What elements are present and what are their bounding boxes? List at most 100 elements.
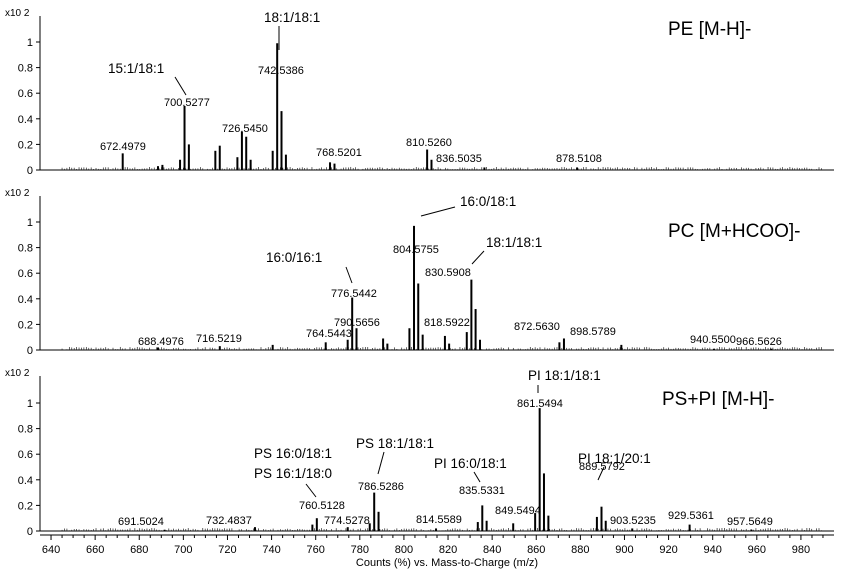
peak-label: 790.5656 [334, 317, 380, 329]
y-tick-label: 1 [27, 37, 33, 49]
lipid-annotation: 18:1/18:1 [486, 235, 542, 250]
x-tick-label: 680 [130, 544, 148, 556]
spectrum-panel-1: 0 0.2 0.4 0.6 0.8 1 x10 2 672.4979 700.5277 726.5… [5, 8, 834, 177]
x-tick-label: 700 [174, 544, 192, 556]
y-multiplier-label: x10 2 [5, 368, 30, 379]
panel-title: PS+PI [M-H]- [662, 389, 774, 410]
x-tick-label: 860 [527, 544, 545, 556]
x-tick-label: 760 [307, 544, 325, 556]
y-multiplier-label: x10 2 [5, 8, 30, 19]
peak-label: 726.5450 [222, 123, 268, 135]
peak-label: 742.5386 [258, 65, 304, 77]
panel-title: PC [M+HCOO]- [668, 221, 800, 242]
peak-label: 786.5286 [358, 481, 404, 493]
lipid-annotation: PS 18:1/18:1 [356, 436, 434, 451]
peak-label: 760.5128 [299, 500, 345, 512]
y-tick-label: 0.4 [18, 114, 33, 126]
y-tick-label: 0.2 [18, 139, 33, 151]
peak-label: 889.5792 [579, 461, 625, 473]
peak-label: 818.5922 [424, 317, 470, 329]
y-tick-label: 1 [27, 217, 33, 229]
annotation-leader [345, 266, 353, 284]
lipid-annotation: PS 16:0/18:1 [254, 446, 332, 461]
x-tick-label: 800 [395, 544, 413, 556]
y-tick-label: 0.6 [18, 268, 33, 280]
y-tick-label: 0.2 [18, 319, 33, 331]
peak-label: 776.5442 [331, 288, 377, 300]
spectrum-panel-3: 0 0.2 0.4 0.6 0.8 1 x10 2 691.5024 732.4837 760.5… [5, 368, 834, 538]
lipid-annotation: PI 16:0/18:1 [434, 456, 507, 471]
y-tick-label: 0 [27, 165, 33, 177]
y-tick-label: 0.6 [18, 449, 33, 461]
annotation-leader [471, 250, 485, 265]
peak-label: 872.5630 [514, 321, 560, 333]
annotation-leader [377, 451, 385, 475]
peak-label: 716.5219 [196, 333, 242, 345]
x-tick-label: 960 [748, 544, 766, 556]
lipid-annotation: PI 18:1/18:1 [528, 368, 601, 383]
peak-label: 688.4976 [138, 336, 184, 348]
peak-label: 732.4837 [206, 515, 252, 527]
peak-label: 700.5277 [164, 97, 210, 109]
peak-label: 861.5494 [517, 398, 563, 410]
lipid-annotation: 15:1/18:1 [108, 61, 164, 76]
x-axis: 640 660 680 700 720 740 760 780 800 820 840 860 880 9… [40, 534, 834, 569]
lipid-annotation: 16:0/18:1 [460, 194, 516, 209]
lipid-annotation: 18:1/18:1 [264, 10, 320, 25]
annotation-leader [473, 471, 481, 483]
spectrum-panel-2: 0 0.2 0.4 0.6 0.8 1 x10 2 688.4976 716.5219 764.5… [5, 188, 834, 357]
peak-label: 835.5331 [459, 485, 505, 497]
lipid-annotation: PI 18:1/20:1 [578, 451, 651, 466]
x-tick-label: 720 [218, 544, 236, 556]
x-axis-label: Counts (%) vs. Mass-to-Charge (m/z) [356, 557, 538, 569]
lipid-annotation: PS 16:1/18:0 [254, 466, 332, 481]
peak-label: 836.5035 [436, 153, 482, 165]
x-tick-label: 660 [86, 544, 104, 556]
y-tick-label: 0 [27, 345, 33, 357]
peak-label: 814.5589 [416, 514, 462, 526]
peak-label: 898.5789 [570, 326, 616, 338]
y-tick-label: 0.4 [18, 475, 33, 487]
y-tick-label: 0 [27, 526, 33, 538]
x-tick-label: 880 [571, 544, 589, 556]
panel-title: PE [M-H]- [668, 19, 751, 40]
peak-label: 768.5201 [316, 147, 362, 159]
peak-label: 764.5443 [306, 328, 352, 340]
peak-label: 774.5278 [324, 515, 370, 527]
x-tick-label: 940 [704, 544, 722, 556]
peak-label: 878.5108 [556, 153, 602, 165]
x-tick-label: 840 [483, 544, 501, 556]
peak-label: 929.5361 [668, 510, 714, 522]
y-tick-label: 0.8 [18, 243, 33, 255]
lipid-annotation: 16:0/16:1 [266, 250, 322, 265]
x-tick-label: 900 [615, 544, 633, 556]
x-tick-label: 780 [351, 544, 369, 556]
x-tick-label: 640 [42, 544, 60, 556]
peak-label: 957.5649 [727, 516, 773, 528]
peak-label: 810.5260 [406, 137, 452, 149]
y-multiplier-label: x10 2 [5, 188, 30, 199]
x-tick-label: 740 [262, 544, 280, 556]
annotation-leader [174, 76, 187, 96]
annotation-leader [597, 466, 605, 481]
y-tick-label: 0.4 [18, 294, 33, 306]
y-tick-label: 1 [27, 398, 33, 410]
y-tick-label: 0.2 [18, 500, 33, 512]
peak-label: 830.5908 [425, 267, 471, 279]
x-tick-label: 820 [439, 544, 457, 556]
peak-label: 672.4979 [100, 141, 146, 153]
x-tick-label: 920 [659, 544, 677, 556]
peak-label: 691.5024 [118, 516, 164, 528]
peak-label: 940.5500 [690, 334, 736, 346]
y-tick-label: 0.8 [18, 424, 33, 436]
peak-label: 804.5755 [393, 244, 439, 256]
peak-label: 849.5494 [495, 505, 541, 517]
annotation-leader [305, 483, 317, 498]
x-tick-label: 980 [792, 544, 810, 556]
peak-label: 903.5235 [610, 515, 656, 527]
y-tick-label: 0.8 [18, 63, 33, 75]
annotation-leader [420, 206, 456, 217]
peak-label: 966.5626 [736, 336, 782, 348]
y-tick-label: 0.6 [18, 88, 33, 100]
